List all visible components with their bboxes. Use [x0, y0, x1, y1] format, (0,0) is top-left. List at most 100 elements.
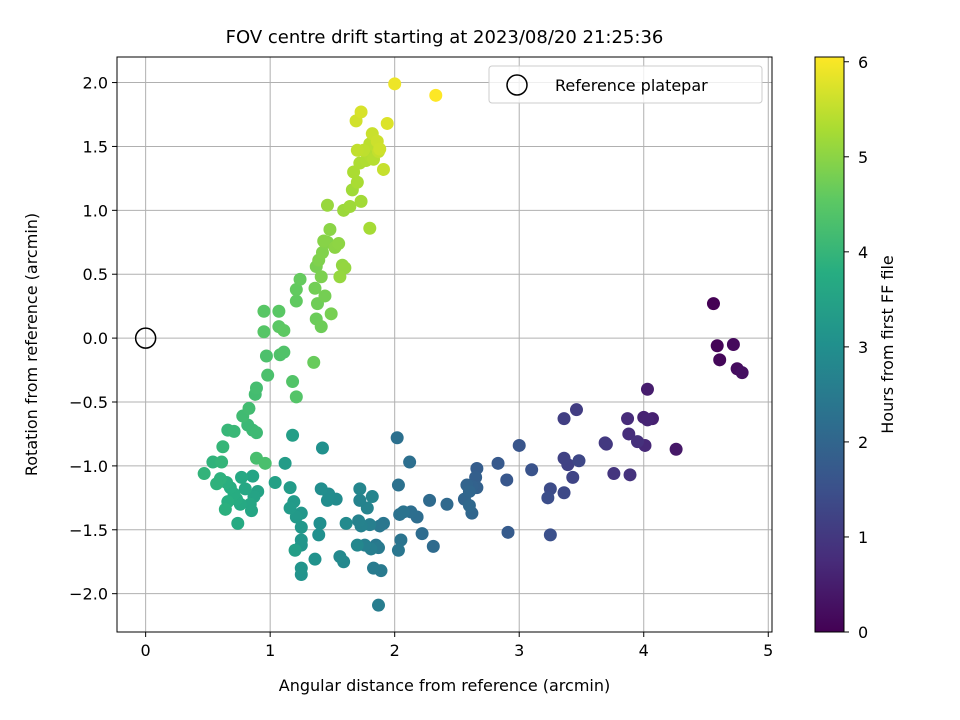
scatter-point: [423, 493, 437, 507]
scatter-point: [512, 438, 526, 452]
scatter-point: [352, 514, 366, 528]
scatter-point: [257, 304, 271, 318]
scatter-point: [735, 366, 749, 380]
scatter-point: [288, 543, 302, 557]
scatter-point: [557, 451, 571, 465]
scatter-point: [320, 198, 334, 212]
scatter-point: [713, 353, 727, 367]
scatter-point: [373, 142, 387, 156]
scatter-point: [388, 77, 402, 91]
scatter-points: [197, 77, 749, 612]
scatter-point: [350, 175, 364, 189]
y-axis-ticks: −2.0 −1.5 −1.0 −0.5 0.0 0.5 1.0 1.5 2.0: [69, 74, 117, 604]
scatter-point: [500, 473, 514, 487]
scatter-point: [390, 431, 404, 445]
axes-frame: [116, 56, 773, 633]
scatter-point: [363, 221, 377, 235]
scatter-point: [249, 381, 263, 395]
y-tick-label: −1.5: [69, 521, 108, 540]
scatter-point: [197, 467, 211, 481]
scatter-point: [333, 550, 347, 564]
scatter-point: [557, 412, 571, 426]
scatter-point: [324, 307, 338, 321]
scatter-point: [216, 440, 230, 454]
scatter-point: [283, 501, 297, 515]
scatter-point: [640, 382, 654, 396]
scatter-point: [569, 403, 583, 417]
scatter-point: [598, 436, 612, 450]
scatter-point: [391, 543, 405, 557]
colorbar: 0 1 2 3 4 5 6 Hours from first FF file: [814, 53, 897, 642]
scatter-point: [218, 502, 232, 516]
scatter-point: [278, 456, 292, 470]
y-tick-label: 0.0: [83, 329, 108, 348]
legend: Reference platepar: [488, 65, 763, 104]
scatter-point: [318, 289, 332, 303]
scatter-point: [231, 516, 245, 530]
scatter-point: [277, 323, 291, 337]
scatter-point: [286, 428, 300, 442]
scatter-point: [293, 272, 307, 286]
x-axis-label: Angular distance from reference (arcmin): [279, 676, 610, 695]
scatter-point: [308, 552, 322, 566]
scatter-point: [333, 270, 347, 284]
scatter-point: [332, 237, 346, 251]
scatter-point: [243, 497, 257, 511]
scatter-point: [289, 390, 303, 404]
scatter-point: [235, 470, 249, 484]
scatter-point: [396, 505, 410, 519]
scatter-point: [246, 469, 260, 483]
scatter-point: [669, 442, 683, 456]
scatter-point: [372, 598, 386, 612]
colorbar-gradient: [815, 57, 844, 632]
scatter-point: [557, 486, 571, 500]
scatter-point: [249, 426, 263, 440]
scatter-point: [272, 304, 286, 318]
scatter-point: [706, 297, 720, 311]
scatter-point: [462, 484, 476, 498]
y-axis-label: Rotation from reference (arcmin): [22, 213, 41, 476]
colorbar-tick-label: 6: [858, 53, 868, 72]
colorbar-tick-label: 1: [858, 528, 868, 547]
scatter-point: [227, 424, 241, 438]
scatter-point: [294, 520, 308, 534]
scatter-point: [354, 105, 368, 119]
scatter-point: [394, 533, 408, 547]
x-tick-label: 3: [514, 641, 524, 660]
colorbar-tick-label: 3: [858, 338, 868, 357]
scatter-point: [415, 527, 429, 541]
scatter-point: [242, 401, 256, 415]
scatter-point: [307, 355, 321, 369]
scatter-point: [315, 441, 329, 455]
scatter-point: [373, 519, 387, 533]
x-tick-label: 4: [639, 641, 649, 660]
scatter-point: [314, 482, 328, 496]
colorbar-tick-label: 4: [858, 243, 868, 262]
scatter-point: [491, 456, 505, 470]
colorbar-label: Hours from first FF file: [878, 255, 897, 434]
colorbar-tick-label: 0: [858, 623, 868, 642]
colorbar-tick-label: 5: [858, 148, 868, 167]
y-tick-label: 2.0: [83, 74, 108, 93]
legend-marker-icon: [506, 74, 528, 96]
scatter-point: [283, 481, 297, 495]
scatter-point: [403, 455, 417, 469]
scatter-point: [308, 281, 322, 295]
scatter-point: [289, 294, 303, 308]
x-tick-label: 0: [141, 641, 151, 660]
scatter-point: [440, 497, 454, 511]
legend-label: Reference platepar: [555, 76, 708, 95]
colorbar-ticks: 0 1 2 3 4 5 6: [844, 53, 868, 642]
scatter-point: [622, 427, 636, 441]
grid-lines: [117, 57, 772, 632]
scatter-point: [621, 412, 635, 426]
scatter-point: [294, 533, 308, 547]
scatter-point: [314, 320, 328, 334]
scatter-point: [323, 223, 337, 236]
scatter-point: [572, 454, 586, 468]
scatter-point: [257, 325, 271, 339]
colorbar-frame: [814, 56, 845, 633]
scatter-point: [726, 338, 740, 351]
scatter-point: [710, 339, 724, 353]
